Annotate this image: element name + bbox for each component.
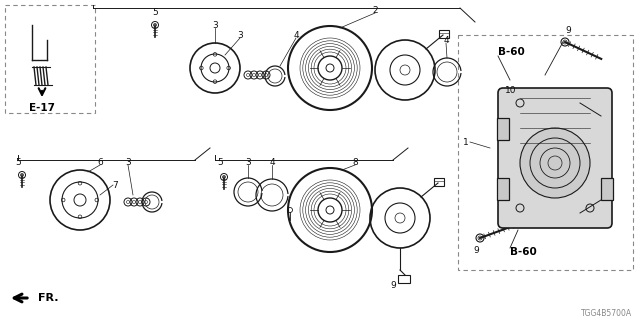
Text: 3: 3 <box>125 157 131 166</box>
Bar <box>5 5 95 113</box>
Text: B-60: B-60 <box>498 47 525 57</box>
Text: 10: 10 <box>505 85 516 94</box>
Text: 4: 4 <box>443 36 449 44</box>
Bar <box>601 178 613 200</box>
Text: 3: 3 <box>237 30 243 39</box>
Text: 8: 8 <box>352 157 358 166</box>
Bar <box>434 178 444 186</box>
Text: 4: 4 <box>269 157 275 166</box>
Text: 1: 1 <box>463 138 469 147</box>
Text: 9: 9 <box>565 26 571 35</box>
Text: 4: 4 <box>293 30 299 39</box>
Text: E-17: E-17 <box>29 103 55 113</box>
Bar <box>458 35 633 270</box>
Text: 5: 5 <box>152 7 158 17</box>
Bar <box>497 118 509 140</box>
FancyBboxPatch shape <box>498 88 612 228</box>
Text: 3: 3 <box>245 157 251 166</box>
Text: 9: 9 <box>473 245 479 254</box>
Bar <box>439 30 449 38</box>
Text: 2: 2 <box>372 5 378 14</box>
Circle shape <box>520 128 590 198</box>
Bar <box>398 275 410 283</box>
Text: 7: 7 <box>112 180 118 189</box>
Bar <box>497 178 509 200</box>
Text: FR.: FR. <box>38 293 58 303</box>
Text: TGG4B5700A: TGG4B5700A <box>581 309 632 318</box>
Text: 9: 9 <box>390 281 396 290</box>
Text: 5: 5 <box>15 157 21 166</box>
Text: 5: 5 <box>217 157 223 166</box>
Text: 3: 3 <box>212 20 218 29</box>
Text: 6: 6 <box>97 157 103 166</box>
Text: B-60: B-60 <box>510 247 537 257</box>
